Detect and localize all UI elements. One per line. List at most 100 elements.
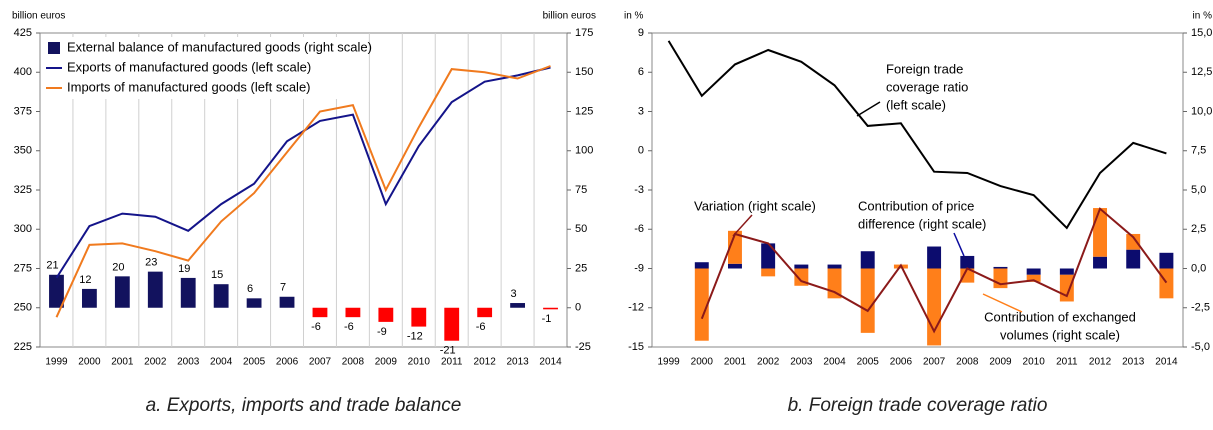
x-tick-label: 2009 [989,357,1012,368]
annotation: coverage ratio [886,79,968,94]
y2-tick-label: 125 [575,105,593,117]
x-tick-label: 2007 [923,357,946,368]
value-label: 20 [112,261,124,273]
bar [378,307,394,322]
x-tick-label: 2012 [474,357,497,368]
bar [444,307,460,341]
x-tick-label: 2011 [441,357,463,368]
x-tick-label: 2014 [1155,357,1178,368]
value-label: 12 [79,274,91,286]
bar [411,307,427,327]
legend-box [44,37,364,99]
y2-tick-label: 0,0 [1191,262,1206,274]
bar [860,251,875,269]
y-axis-label: in % [624,11,644,22]
value-label: -9 [377,326,387,338]
y2-axis-label: billion euros [543,11,596,22]
y2-tick-label: 25 [575,262,587,274]
value-label: -21 [440,345,456,357]
y-tick-label: 300 [14,223,32,235]
bar [794,264,809,269]
y-tick-label: -3 [634,184,644,196]
legend-label: External balance of manufactured goods (… [67,39,372,54]
caption: a. Exports, imports and trade balance [146,395,462,416]
y-tick-label: 275 [14,262,32,274]
x-tick-label: 2013 [1122,357,1145,368]
x-tick-label: 2006 [890,357,913,368]
legend-label: Imports of manufactured goods (left scal… [67,79,311,94]
y-tick-label: 250 [14,302,32,314]
bar [1126,233,1141,250]
value-label: -6 [344,321,354,333]
bar [993,266,1008,269]
bar [1026,274,1041,282]
x-tick-label: 2009 [375,357,398,368]
annotation-leader [982,293,1023,313]
bar [213,284,229,308]
x-tick-label: 2001 [111,357,134,368]
line [55,65,551,318]
y-tick-label: 0 [638,145,644,157]
x-tick-label: 2000 [78,357,101,368]
bar [81,288,97,308]
value-label: 23 [145,257,157,269]
y2-tick-label: 150 [575,66,593,78]
annotation: Contribution of exchanged [984,309,1136,324]
annotation: difference (right scale) [858,216,986,231]
y2-axis-label: in % [1193,11,1213,22]
y-tick-label: -9 [634,262,644,274]
x-tick-label: 2010 [408,357,431,368]
x-tick-label: 2006 [276,357,299,368]
y2-tick-label: 10,0 [1191,105,1212,117]
annotation: Foreign trade [886,61,963,76]
value-label: -1 [542,313,552,325]
bar [1059,268,1074,275]
x-tick-label: 2004 [823,357,846,368]
legend-swatch [48,42,60,54]
bar [694,262,709,269]
bar [860,268,875,333]
y2-tick-label: 75 [575,184,587,196]
bar [1059,274,1074,302]
y-tick-label: 400 [14,66,32,78]
y-tick-label: -12 [628,302,644,314]
x-tick-label: 2002 [144,357,167,368]
value-label: -12 [407,330,423,342]
bar [510,303,526,308]
y-tick-label: 425 [14,27,32,39]
x-tick-label: 2013 [506,357,529,368]
caption: b. Foreign trade coverage ratio [788,395,1048,416]
bar [114,276,130,308]
bar [1093,256,1108,269]
x-tick-label: 2003 [177,357,200,368]
y2-tick-label: 5,0 [1191,184,1206,196]
y-tick-label: -6 [634,223,644,235]
y2-tick-label: -5,0 [1191,341,1210,353]
x-tick-label: 2005 [243,357,266,368]
y2-tick-label: 15,0 [1191,27,1212,39]
value-label: 19 [178,263,190,275]
x-tick-label: 2008 [342,357,365,368]
y-tick-label: -15 [628,341,644,353]
value-label: 21 [46,260,58,272]
y2-tick-label: 50 [575,223,587,235]
bar [927,246,942,269]
bar [827,264,842,269]
line [667,40,1167,230]
y-tick-label: 375 [14,105,32,117]
y2-tick-label: 100 [575,145,593,157]
bar [1093,208,1108,257]
y2-tick-label: 175 [575,27,593,39]
bar [761,243,776,269]
x-tick-label: 2012 [1089,357,1112,368]
bar [960,268,975,283]
bar [1159,268,1174,299]
annotation: volumes (right scale) [1000,327,1120,342]
bar [543,307,558,310]
bar [279,296,295,308]
x-tick-label: 2000 [691,357,714,368]
line [700,207,1168,334]
value-label: -6 [476,321,486,333]
bar [927,268,942,346]
